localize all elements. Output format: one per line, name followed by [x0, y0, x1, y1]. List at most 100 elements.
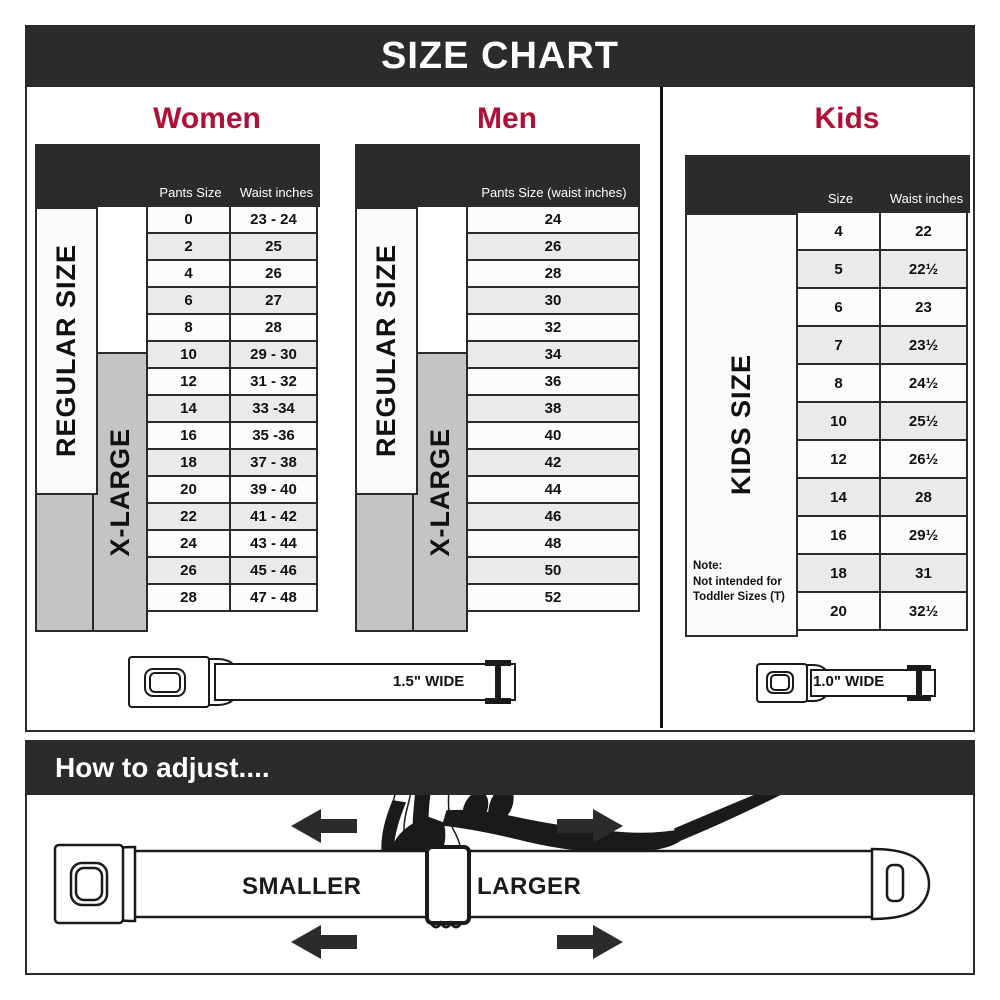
table-row: 10 25½	[796, 401, 968, 441]
table-row: 12 26½	[796, 439, 968, 479]
men-size-cell: 24	[466, 205, 640, 234]
table-row: 26	[466, 232, 640, 261]
kids-size-cell: 7	[796, 325, 881, 365]
table-row: 28	[466, 259, 640, 288]
table-row: 20 39 - 40	[146, 475, 318, 504]
kids-belt-caliper-icon	[907, 665, 931, 701]
kids-waist-cell: 29½	[879, 515, 968, 555]
women-size-cell: 10	[146, 340, 231, 369]
men-size-cell: 50	[466, 556, 640, 585]
table-row: 8 28	[146, 313, 318, 342]
table-row: 7 23½	[796, 325, 968, 365]
table-row: 52	[466, 583, 640, 612]
belt-slider-teeth	[429, 920, 463, 929]
section-heading-women: Women	[153, 102, 261, 135]
women-size-table: Pants Size Waist inches REGULAR SIZE X-L…	[35, 144, 325, 644]
women-table-rows: 0 23 - 24 2 25 4 26 6 27 8 28 10 29 - 30 12 31 - 32 14…	[146, 205, 318, 612]
kids-waist-cell: 28	[879, 477, 968, 517]
kids-size-cell: 12	[796, 439, 881, 479]
kids-size-cell: 10	[796, 401, 881, 441]
kids-waist-cell: 23½	[879, 325, 968, 365]
table-row: 5 22½	[796, 249, 968, 289]
table-row: 2 25	[146, 232, 318, 261]
men-size-cell: 42	[466, 448, 640, 477]
adult-belt-width-label: 1.5" WIDE	[393, 673, 465, 690]
table-row: 40	[466, 421, 640, 450]
how-to-adjust-title: How to adjust....	[55, 751, 270, 783]
men-regular-size-label: REGULAR SIZE	[355, 207, 418, 495]
kids-belt-diagram: 1.0" WIDE	[739, 659, 969, 707]
arrow-left-top	[291, 809, 357, 843]
women-regular-size-text: REGULAR SIZE	[51, 244, 81, 458]
women-size-cell: 20	[146, 475, 231, 504]
women-waist-cell: 47 - 48	[229, 583, 318, 612]
women-table-header: Pants Size Waist inches	[35, 144, 320, 207]
belt-adjust-illustration	[53, 795, 931, 959]
women-size-cell: 4	[146, 259, 231, 288]
women-waist-cell: 29 - 30	[229, 340, 318, 369]
women-size-cell: 12	[146, 367, 231, 396]
men-regular-size-text: REGULAR SIZE	[371, 244, 401, 458]
kids-col-header-size: Size	[827, 191, 854, 207]
women-size-cell: 26	[146, 556, 231, 585]
table-row: 18 31	[796, 553, 968, 593]
women-size-cell: 2	[146, 232, 231, 261]
table-row: 16 35 -36	[146, 421, 318, 450]
table-row: 32	[466, 313, 640, 342]
women-xlarge-text: X-LARGE	[104, 427, 135, 557]
men-size-cell: 46	[466, 502, 640, 531]
women-regular-size-label: REGULAR SIZE	[35, 207, 98, 495]
kids-waist-cell: 24½	[879, 363, 968, 403]
women-waist-cell: 23 - 24	[229, 205, 318, 234]
table-row: 38	[466, 394, 640, 423]
women-waist-cell: 35 -36	[229, 421, 318, 450]
kids-waist-cell: 23	[879, 287, 968, 327]
page-title: SIZE CHART	[381, 34, 619, 77]
table-row: 6 23	[796, 287, 968, 327]
table-row: 30	[466, 286, 640, 315]
table-row: 48	[466, 529, 640, 558]
women-waist-cell: 41 - 42	[229, 502, 318, 531]
arrow-right-top	[557, 809, 623, 843]
section-heading-kids: Kids	[814, 102, 880, 135]
arrow-right-bottom	[557, 925, 623, 959]
women-size-cell: 8	[146, 313, 231, 342]
women-size-cell: 24	[146, 529, 231, 558]
men-size-cell: 28	[466, 259, 640, 288]
adult-belt-svg	[128, 656, 516, 708]
table-row: 28 47 - 48	[146, 583, 318, 612]
title-band: SIZE CHART	[25, 25, 975, 87]
men-size-cell: 30	[466, 286, 640, 315]
how-to-adjust-panel: SMALLER LARGER	[25, 795, 975, 975]
table-row: 16 29½	[796, 515, 968, 555]
arrow-left-bottom	[291, 925, 357, 959]
men-size-cell: 44	[466, 475, 640, 504]
kids-size-text: KIDS SIZE	[726, 354, 756, 496]
belt-body	[53, 843, 931, 925]
table-row: 36	[466, 367, 640, 396]
table-row: 50	[466, 556, 640, 585]
kids-section-divider	[660, 87, 663, 728]
table-row: 4 26	[146, 259, 318, 288]
women-waist-cell: 25	[229, 232, 318, 261]
women-col-header-waist: Waist inches	[239, 185, 314, 201]
kids-size-cell: 20	[796, 591, 881, 631]
kids-waist-cell: 32½	[879, 591, 968, 631]
kids-table-header: Size Waist inches	[685, 155, 970, 213]
women-waist-cell: 28	[229, 313, 318, 342]
women-waist-cell: 26	[229, 259, 318, 288]
kids-table-rows: 4 22 5 22½ 6 23 7 23½ 8 24½ 10 25½ 12 26½ 14 28 16 29½ 18 3…	[796, 211, 968, 631]
table-row: 34	[466, 340, 640, 369]
men-xlarge-text: X-LARGE	[424, 427, 455, 557]
men-table-rows: 24 26 28 30 32 34 36 38 40 42 44 46 48 50 52	[466, 205, 640, 612]
kids-size-cell: 4	[796, 211, 881, 251]
kids-col-header-waist: Waist inches	[889, 191, 964, 207]
men-size-cell: 40	[466, 421, 640, 450]
belt-slider	[425, 845, 471, 925]
women-size-cell: 16	[146, 421, 231, 450]
table-row: 22 41 - 42	[146, 502, 318, 531]
kids-belt-svg	[756, 663, 936, 703]
smaller-label: SMALLER	[242, 873, 362, 900]
kids-size-table: Size Waist inches KIDS SIZE Note: Not in…	[685, 155, 975, 655]
